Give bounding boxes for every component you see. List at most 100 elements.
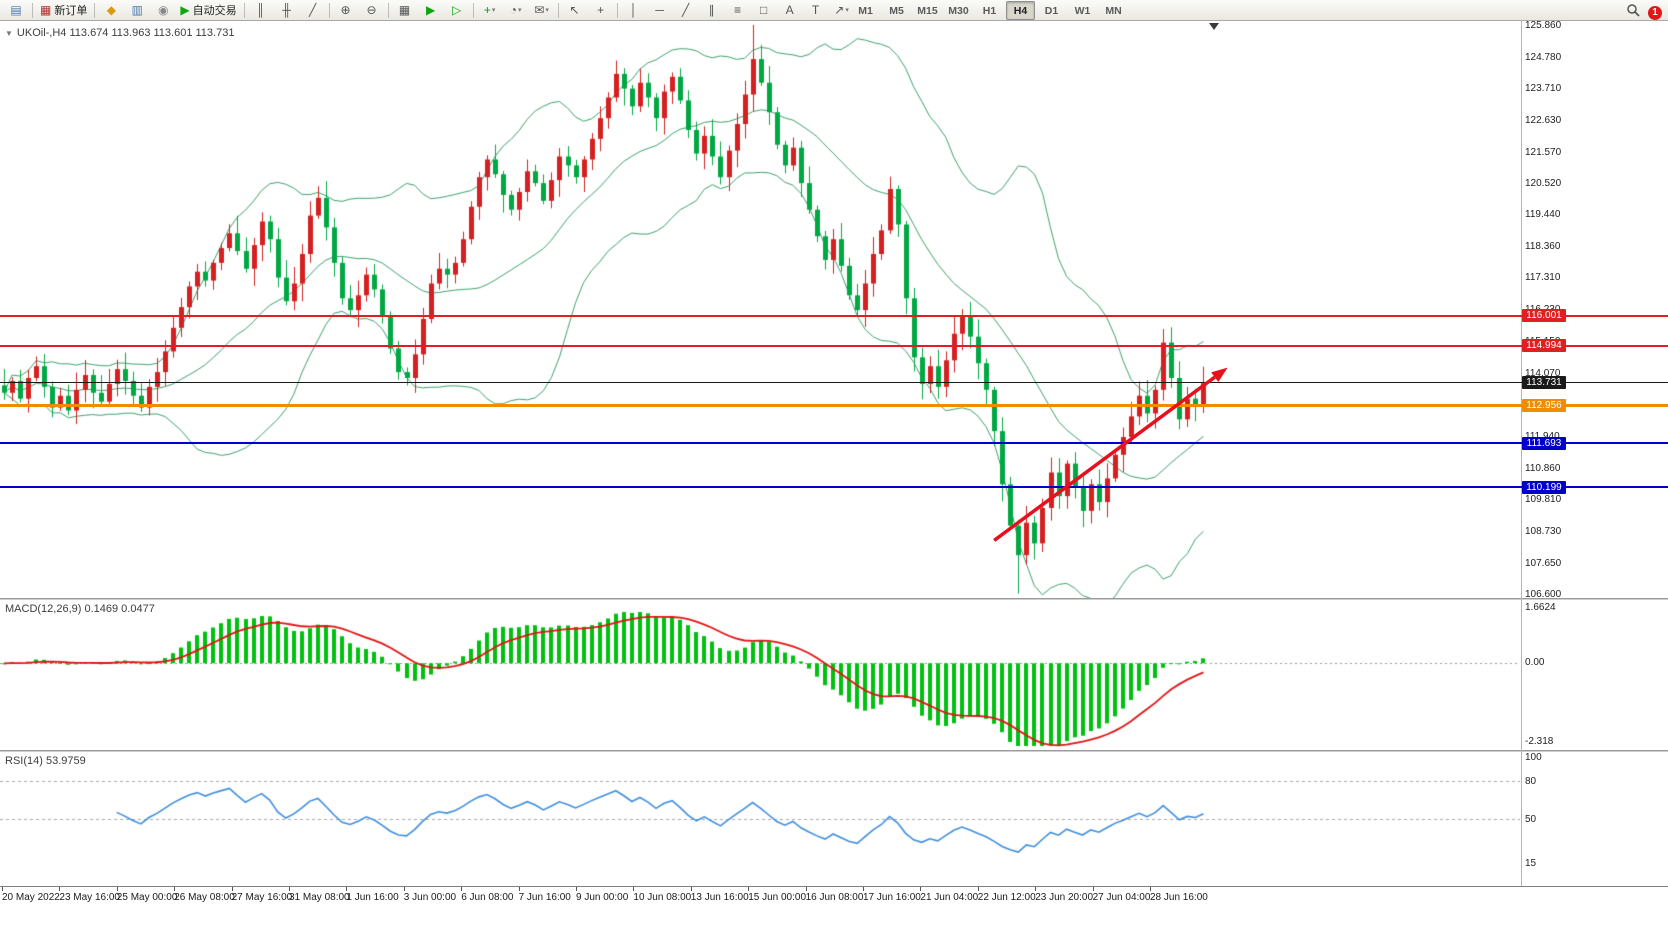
time-tick [805, 887, 807, 891]
symbol-ohlc-text: UKOil-,H4 113.674 113.963 113.601 113.73… [16, 27, 235, 39]
timeframe-m1[interactable]: M1 [858, 4, 873, 17]
navigator-icon[interactable]: ◉ [158, 3, 169, 17]
zoom-out-icon[interactable]: ⊖ [366, 3, 377, 17]
toolbar-separator [387, 2, 389, 18]
price-chart-canvas[interactable] [0, 21, 1520, 598]
toolbar-separator [472, 2, 474, 18]
line-chart-icon[interactable]: ╱ [308, 3, 317, 17]
time-tick [461, 887, 463, 891]
rsi-pane: RSI(14) 53.9759 100 80 50 15 [0, 752, 1668, 886]
channel-icon[interactable]: ∥ [708, 3, 715, 17]
price-tag-116.001[interactable]: 116.001 [1522, 309, 1566, 323]
chart-shift-icon[interactable]: ▷ [451, 3, 462, 17]
time-tick [116, 887, 118, 891]
search-icon[interactable] [1626, 3, 1641, 23]
time-label: 16 Jun 08:00 [805, 892, 864, 903]
price-tick: 124.780 [1525, 51, 1562, 63]
pane-splitter[interactable] [0, 598, 1668, 600]
toolbar-separator [616, 2, 618, 18]
time-tick [403, 887, 405, 891]
price-tick: 107.650 [1525, 557, 1562, 569]
crosshair-icon[interactable]: + [597, 3, 605, 17]
horizontal-line-116.001[interactable] [0, 314, 1668, 317]
autotrade-button[interactable]: ▶ 自动交易 [180, 3, 237, 17]
time-tick [576, 887, 577, 891]
indicators-icon[interactable]: + ▾ [483, 3, 496, 17]
time-tick [748, 887, 750, 891]
time-label: 22 Jun 12:00 [977, 892, 1036, 903]
data-window-icon[interactable]: ▥ [131, 3, 144, 17]
horizontal-line-114.994[interactable] [0, 344, 1668, 347]
trend-arrow[interactable] [0, 21, 1668, 598]
time-label: 17 Jun 16:00 [863, 892, 921, 903]
auto-scroll-icon[interactable]: ▶ [425, 3, 436, 17]
notification-badge[interactable]: 1 [1648, 6, 1662, 20]
toolbar-buttons: ▤ ▦ 新订单 ◆ ▥ ◉ ▶ 自动交易 ║ ╫ ╱ ⊕ ⊖ ▦ ▶ ▷ + ▾ ◔ ▾ ✉ ▾ ↖ + │ ─ ╱ ∥ ≡ □ A T ↗ ▾ [3, 0, 855, 20]
pane-splitter[interactable] [0, 750, 1668, 752]
horizontal-line-111.693[interactable] [0, 442, 1668, 445]
timeframe-h1[interactable]: H1 [982, 4, 997, 17]
horizontal-line-icon[interactable]: ─ [655, 3, 664, 17]
rsi-canvas[interactable] [0, 752, 1520, 886]
time-tick [59, 887, 61, 891]
horizontal-line-110.199[interactable] [0, 486, 1668, 489]
toolbar-separator [328, 2, 330, 18]
chart-window-icon[interactable]: ▤ [10, 3, 22, 17]
new-order-button[interactable]: ▦ 新订单 [40, 3, 88, 17]
text-icon[interactable]: A [785, 3, 794, 17]
chevron-down-icon[interactable]: ▼ [5, 29, 13, 38]
time-tick [2, 887, 3, 891]
price-tag-112.956[interactable]: 112.956 [1522, 399, 1566, 413]
trendline-icon[interactable]: ╱ [681, 3, 690, 17]
timeframe-bar: M1 M5 M15 M30 H1 H4 D1 W1 MN [850, 1, 1129, 20]
market-watch-icon[interactable]: ◆ [106, 3, 116, 17]
macd-pane: MACD(12,26,9) 0.1469 0.0477 1.6624 0.00 -2… [0, 600, 1668, 750]
timeframe-mn[interactable]: MN [1105, 4, 1122, 17]
price-tick: 118.360 [1525, 241, 1561, 253]
chart-shift-marker[interactable] [1209, 23, 1219, 30]
price-tick: 123.710 [1525, 83, 1562, 95]
timeframe-w1[interactable]: W1 [1074, 4, 1091, 17]
time-tick [920, 887, 922, 891]
time-label: 10 Jun 08:00 [633, 892, 692, 903]
time-label: 7 Jun 16:00 [518, 892, 571, 903]
timeframe-m5[interactable]: M5 [889, 4, 904, 17]
price-tick: 109.810 [1525, 493, 1562, 505]
tile-windows-icon[interactable]: ▦ [398, 3, 411, 17]
timeframe-d1[interactable]: D1 [1044, 4, 1059, 17]
time-label: 6 Jun 08:00 [461, 892, 514, 903]
price-axis-separator [1521, 21, 1522, 886]
horizontal-line-112.956[interactable] [0, 404, 1668, 408]
chart-symbol-ohlc: ▼ UKOil-,H4 113.674 113.963 113.601 113.7… [5, 27, 234, 39]
candle-chart-icon[interactable]: ╫ [282, 3, 291, 17]
time-label: 9 Jun 00:00 [576, 892, 629, 903]
cursor-icon[interactable]: ↖ [569, 3, 580, 17]
price-tag-110.199[interactable]: 110.199 [1522, 480, 1566, 494]
toolbar-separator [32, 2, 33, 18]
toolbar-right: 1 [1626, 3, 1662, 23]
rsi-tick: 80 [1525, 776, 1537, 788]
vertical-line-icon[interactable]: │ [629, 3, 638, 17]
price-tag-113.731[interactable]: 113.731 [1522, 376, 1566, 390]
label-icon[interactable]: T [811, 3, 820, 17]
price-tag-114.994[interactable]: 114.994 [1522, 339, 1566, 353]
macd-label: MACD(12,26,9) 0.1469 0.0477 [5, 603, 155, 615]
price-tick: 110.860 [1525, 462, 1561, 474]
macd-canvas[interactable] [0, 600, 1520, 750]
price-tick: 121.570 [1525, 146, 1562, 158]
arrows-icon[interactable]: ↗ ▾ [834, 3, 849, 17]
horizontal-line-113.731[interactable] [0, 382, 1668, 384]
periods-icon[interactable]: ◔ ▾ [509, 3, 522, 17]
price-tag-111.693[interactable]: 111.693 [1522, 436, 1566, 450]
bar-chart-icon[interactable]: ║ [256, 3, 265, 17]
time-label: 21 Jun 04:00 [920, 892, 979, 903]
shapes-icon[interactable]: □ [759, 3, 768, 17]
timeframe-m15[interactable]: M15 [917, 4, 938, 17]
zoom-in-icon[interactable]: ⊕ [340, 3, 351, 17]
time-label: 27 May 16:00 [231, 892, 293, 903]
timeframe-m30[interactable]: M30 [948, 4, 969, 17]
fibonacci-icon[interactable]: ≡ [734, 3, 742, 17]
time-label: 28 Jun 16:00 [1150, 892, 1208, 903]
mail-icon[interactable]: ✉ ▾ [534, 3, 549, 17]
timeframe-h4[interactable]: H4 [1006, 1, 1035, 20]
